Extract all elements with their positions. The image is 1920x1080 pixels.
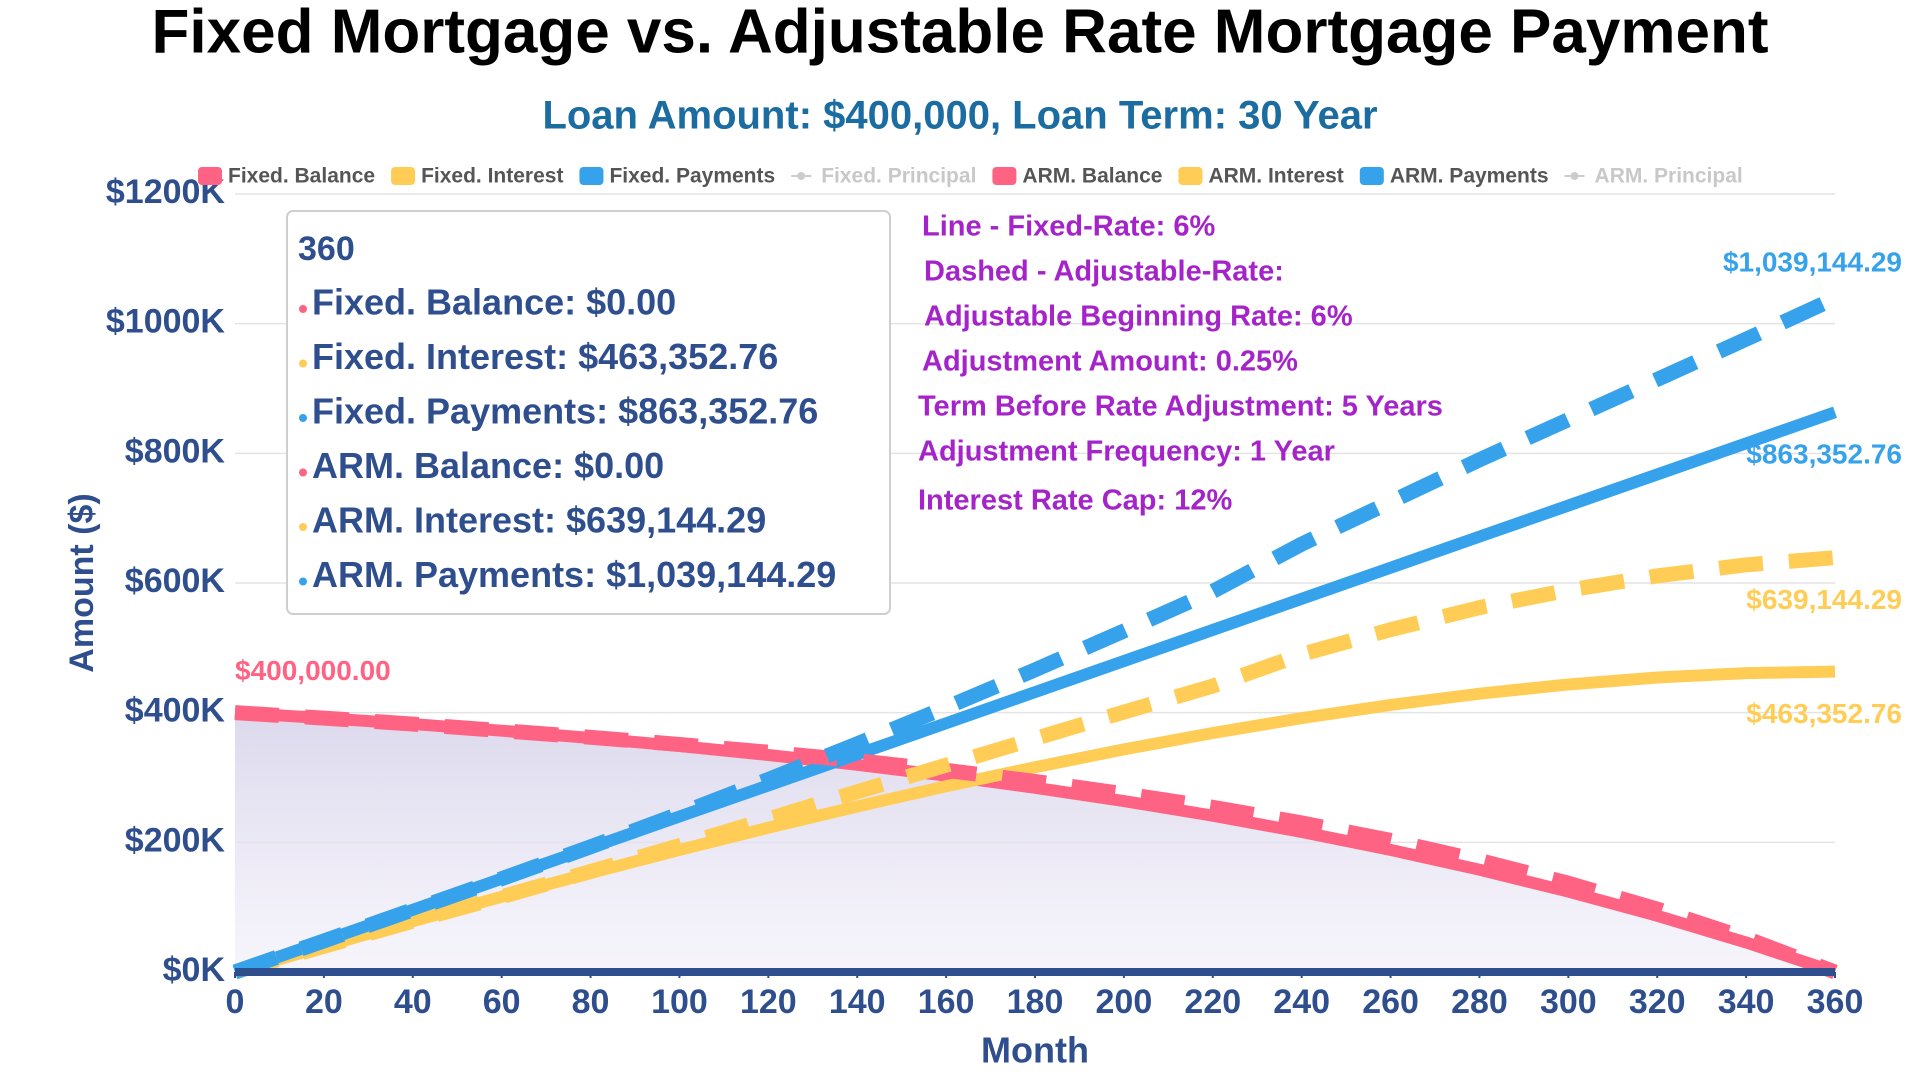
legend-symbol [391,167,416,185]
annotation: Adjustment Amount: 0.25% [922,346,1298,378]
annotation: Adjustable Beginning Rate: 6% [924,301,1353,333]
x-tick-label: 140 [829,983,886,1021]
tooltip-bullet [299,523,307,531]
tooltip-bullet [299,577,307,586]
tooltip-row: ARM. Balance: $0.00 [312,445,664,486]
annotation: Adjustment Frequency: 1 Year [918,436,1335,468]
tooltip-row: Fixed. Balance: $0.00 [312,282,676,323]
annotation: Interest Rate Cap: 12% [918,485,1232,517]
x-tick-label: 220 [1184,983,1241,1021]
x-tick-label: 60 [483,983,521,1021]
legend-label: Fixed. Balance [228,165,375,188]
x-tick-label: 40 [394,983,432,1021]
legend-symbol [1178,167,1203,185]
x-tick-label: 360 [1807,983,1864,1021]
legend-symbol [198,167,222,185]
x-tick-label: 240 [1273,983,1330,1021]
tooltip: 360 Fixed. Balance: $0.00 Fixed. Interest:… [286,210,891,615]
x-tick-label: 200 [1096,983,1153,1021]
legend-label: Fixed. Principal [821,165,976,188]
x-tick-label: 260 [1362,983,1419,1021]
series-line [232,291,1839,980]
legend-symbol [797,172,806,180]
x-tick-label: 20 [305,983,343,1021]
tooltip-bullet [299,305,307,313]
x-tick-label: 180 [1007,983,1064,1021]
data-label: $1,039,144.29 [1723,247,1902,278]
x-tick-label: 80 [572,983,610,1021]
tooltip-row: Fixed. Interest: $463,352.76 [312,336,778,377]
tooltip-box [286,210,891,615]
legend-label: Fixed. Interest [421,165,563,188]
x-tick-label: 160 [918,983,975,1021]
annotation: Line - Fixed-Rate: 6% [922,211,1215,243]
y-tick-label: $400K [125,692,226,730]
data-label: $639,144.29 [1746,584,1902,615]
data-label: $463,352.76 [1746,698,1902,729]
legend-label: Fixed. Payments [609,165,775,188]
tooltip-bullet [299,468,307,477]
tooltip-row: ARM. Interest: $639,144.29 [312,500,766,541]
legend-symbol [1570,172,1579,180]
series-line [233,665,1836,978]
x-tick-label: 120 [740,983,797,1021]
x-tick-label: 300 [1540,983,1597,1021]
y-tick-label: $0K [163,951,226,989]
y-tick-label: $800K [125,432,226,470]
x-axis-title: Month [981,1030,1089,1071]
legend-symbol [1359,167,1384,185]
y-tick-label: $200K [125,821,226,859]
y-tick-label: $600K [125,562,226,600]
tooltip-bullet [299,414,307,422]
x-tick-label: 340 [1718,983,1775,1021]
legend-label: ARM. Balance [1022,165,1162,188]
tooltip-row: ARM. Payments: $1,039,144.29 [312,554,836,595]
annotation: Dashed - Adjustable-Rate: [924,256,1284,288]
data-label: $863,352.76 [1746,439,1902,470]
legend-symbol [579,167,604,185]
legend-label: ARM. Payments [1390,165,1549,188]
tooltip-bullet [299,359,307,368]
annotation: Term Before Rate Adjustment: 5 Years [918,391,1443,423]
x-tick-label: 280 [1451,983,1508,1021]
legend-symbol [992,167,1017,185]
x-tick-label: 0 [226,983,245,1021]
chart-subtitle: Loan Amount: $400,000, Loan Term: 30 Yea… [542,94,1377,138]
x-tick-label: 320 [1629,983,1686,1021]
y-axis-title: Amount ($) [63,493,101,672]
legend-label: ARM. Principal [1595,165,1743,188]
series-line [234,705,1838,980]
area [235,712,1835,972]
x-tick-label: 100 [651,983,708,1021]
data-label: $400,000.00 [235,655,391,686]
tooltip-title: 360 [298,230,355,268]
y-tick-label: $1000K [106,303,226,341]
tooltip-row: Fixed. Payments: $863,352.76 [312,391,818,432]
legend-label: ARM. Interest [1208,165,1343,188]
chart-title: Fixed Mortgage vs. Adjustable Rate Mortg… [152,0,1769,66]
